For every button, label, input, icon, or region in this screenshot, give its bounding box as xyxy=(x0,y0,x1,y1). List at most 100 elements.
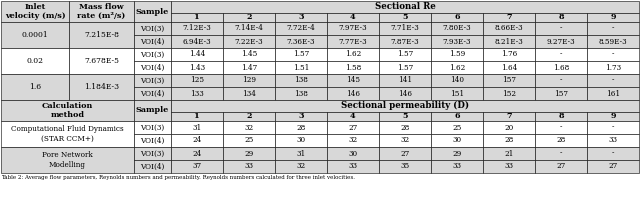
Text: 140: 140 xyxy=(450,76,464,85)
Bar xyxy=(587,134,639,147)
Bar xyxy=(431,134,483,147)
Bar xyxy=(327,121,379,134)
Text: -: - xyxy=(560,50,563,58)
Text: -: - xyxy=(612,50,614,58)
Bar xyxy=(134,134,171,147)
Text: 1.62: 1.62 xyxy=(449,64,465,71)
Bar xyxy=(223,111,275,121)
Bar xyxy=(275,160,327,173)
Text: 4: 4 xyxy=(350,112,356,120)
Bar xyxy=(483,12,535,22)
Bar xyxy=(134,147,171,160)
Bar xyxy=(275,12,327,22)
Bar xyxy=(431,22,483,35)
Bar xyxy=(171,48,223,61)
Text: VOI(3): VOI(3) xyxy=(140,76,164,85)
Bar xyxy=(535,147,587,160)
Text: 161: 161 xyxy=(606,89,620,97)
Bar xyxy=(587,12,639,22)
Bar xyxy=(483,61,535,74)
Text: 32: 32 xyxy=(348,136,358,145)
Text: 33: 33 xyxy=(244,163,253,170)
Text: 9: 9 xyxy=(611,13,616,21)
Text: 28: 28 xyxy=(504,136,514,145)
Bar xyxy=(483,87,535,100)
Bar xyxy=(535,12,587,22)
Bar xyxy=(431,87,483,100)
Text: -: - xyxy=(612,76,614,85)
Bar xyxy=(483,160,535,173)
Text: 31: 31 xyxy=(296,149,306,157)
Text: 4: 4 xyxy=(350,13,356,21)
Text: 1.62: 1.62 xyxy=(345,50,361,58)
Text: 145: 145 xyxy=(346,76,360,85)
Bar xyxy=(134,87,171,100)
Bar xyxy=(223,22,275,35)
Bar xyxy=(379,111,431,121)
Bar xyxy=(223,147,275,160)
Bar xyxy=(483,48,535,61)
Bar xyxy=(275,121,327,134)
Text: 20: 20 xyxy=(504,124,514,131)
Text: 25: 25 xyxy=(452,124,461,131)
Bar xyxy=(327,74,379,87)
Bar xyxy=(1,100,134,121)
Text: 1.73: 1.73 xyxy=(605,64,621,71)
Text: 7.93E-3: 7.93E-3 xyxy=(443,37,471,46)
Text: 133: 133 xyxy=(190,89,204,97)
Bar xyxy=(535,35,587,48)
Bar xyxy=(223,160,275,173)
Text: 7.71E-3: 7.71E-3 xyxy=(390,25,419,32)
Bar xyxy=(1,121,134,147)
Bar xyxy=(134,22,171,35)
Bar xyxy=(171,1,639,12)
Bar xyxy=(379,160,431,173)
Text: 152: 152 xyxy=(502,89,516,97)
Bar xyxy=(483,74,535,87)
Bar xyxy=(171,134,223,147)
Bar xyxy=(431,48,483,61)
Bar xyxy=(327,111,379,121)
Bar xyxy=(535,111,587,121)
Text: 1.59: 1.59 xyxy=(449,50,465,58)
Bar xyxy=(134,35,171,48)
Bar xyxy=(223,12,275,22)
Bar xyxy=(223,48,275,61)
Bar xyxy=(587,111,639,121)
Bar xyxy=(275,48,327,61)
Text: 8.21E-3: 8.21E-3 xyxy=(495,37,524,46)
Text: VOI(4): VOI(4) xyxy=(140,64,164,71)
Bar xyxy=(587,22,639,35)
Text: 157: 157 xyxy=(554,89,568,97)
Text: 0.0001: 0.0001 xyxy=(22,31,49,39)
Bar xyxy=(223,121,275,134)
Text: 3: 3 xyxy=(298,112,304,120)
Text: 21: 21 xyxy=(504,149,514,157)
Text: 9.27E-3: 9.27E-3 xyxy=(547,37,575,46)
Bar xyxy=(379,48,431,61)
Bar xyxy=(379,147,431,160)
Text: 9: 9 xyxy=(611,112,616,120)
Text: Mass flow
rate (m²/s): Mass flow rate (m²/s) xyxy=(77,3,125,20)
Text: 138: 138 xyxy=(294,76,308,85)
Text: 27: 27 xyxy=(401,149,410,157)
Bar xyxy=(134,100,171,121)
Bar xyxy=(483,121,535,134)
Bar xyxy=(134,1,171,22)
Text: 1.184E-3: 1.184E-3 xyxy=(84,83,119,91)
Bar xyxy=(431,61,483,74)
Bar xyxy=(483,147,535,160)
Bar xyxy=(134,61,171,74)
Text: 33: 33 xyxy=(504,163,513,170)
Bar xyxy=(483,134,535,147)
Text: 32: 32 xyxy=(244,124,253,131)
Bar xyxy=(431,74,483,87)
Bar xyxy=(535,121,587,134)
Text: 1.51: 1.51 xyxy=(293,64,309,71)
Text: 6.94E-3: 6.94E-3 xyxy=(182,37,211,46)
Bar xyxy=(134,160,171,173)
Text: 141: 141 xyxy=(398,76,412,85)
Bar xyxy=(587,160,639,173)
Text: VOI(3): VOI(3) xyxy=(140,50,164,58)
Text: 7.36E-3: 7.36E-3 xyxy=(287,37,316,46)
